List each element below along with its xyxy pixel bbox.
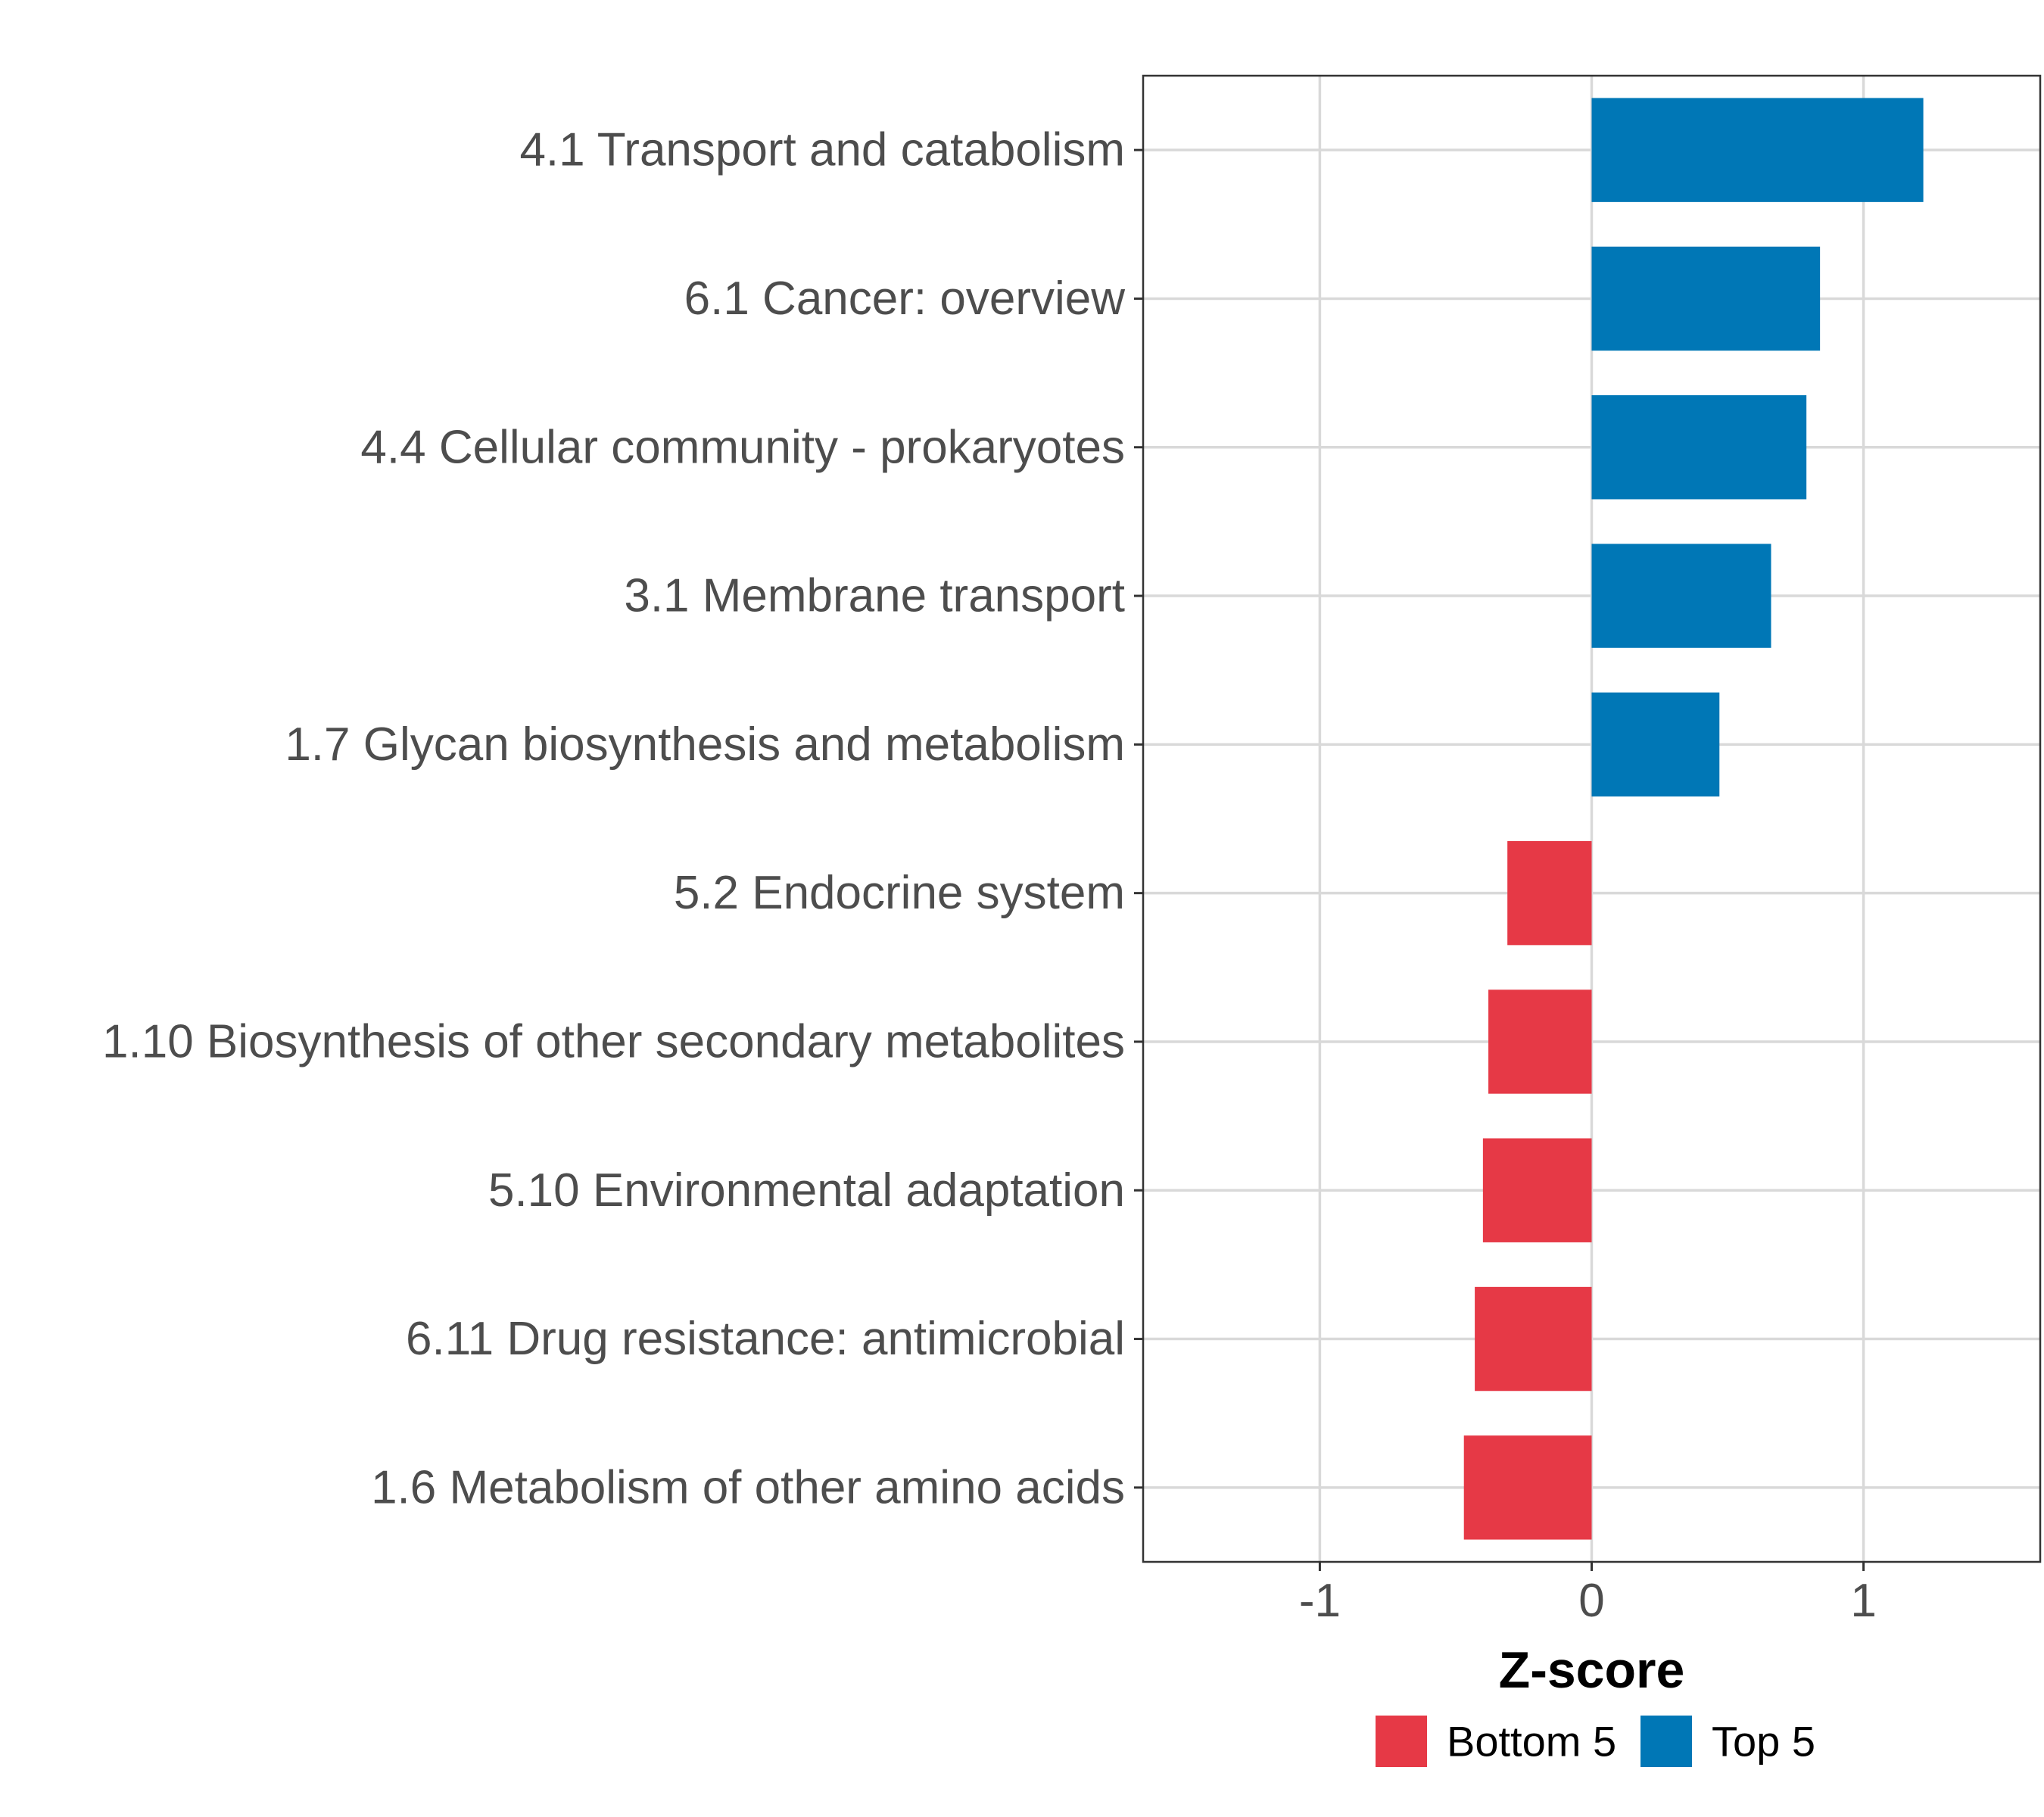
legend-swatch	[1376, 1716, 1427, 1767]
bar	[1591, 544, 1771, 648]
x-axis-tick-labels: -1 0 1	[1299, 1575, 1877, 1627]
category-label: 6.11 Drug resistance: antimicrobial	[406, 1313, 1125, 1365]
category-label: 6.1 Cancer: overview	[684, 273, 1126, 325]
x-tick-label: 0	[1578, 1575, 1604, 1627]
bar	[1591, 395, 1807, 500]
x-tick-label: 1	[1850, 1575, 1876, 1627]
category-label: 4.1 Transport and catabolism	[519, 124, 1125, 176]
bar	[1463, 1435, 1592, 1540]
bar	[1488, 990, 1592, 1094]
legend-label: Bottom 5	[1447, 1718, 1616, 1766]
bar	[1591, 98, 1924, 202]
category-label: 5.10 Environmental adaptation	[488, 1164, 1125, 1217]
bar	[1475, 1286, 1592, 1392]
category-label: 1.10 Biosynthesis of other secondary met…	[102, 1015, 1125, 1067]
y-axis-labels: 4.1 Transport and catabolism 6.1 Cancer: …	[102, 124, 1125, 1514]
bar	[1591, 692, 1720, 797]
legend-swatch	[1640, 1716, 1692, 1767]
bar	[1507, 840, 1592, 946]
bar	[1591, 246, 1821, 351]
axis-ticks	[1134, 148, 1865, 1571]
category-label: 1.7 Glycan biosynthesis and metabolism	[285, 718, 1125, 771]
x-tick-label: -1	[1299, 1575, 1341, 1627]
category-label: 1.6 Metabolism of other amino acids	[371, 1461, 1125, 1513]
category-label: 5.2 Endocrine system	[674, 867, 1125, 919]
bar	[1482, 1138, 1592, 1242]
legend: Bottom 5 Top 5	[1376, 1716, 1815, 1767]
category-label: 3.1 Membrane transport	[624, 570, 1125, 622]
category-label: 4.4 Cellular community - prokaryotes	[360, 421, 1125, 473]
x-axis-title: Z-score	[1499, 1641, 1685, 1699]
bars	[1463, 98, 1924, 1540]
legend-label: Top 5	[1712, 1718, 1815, 1766]
